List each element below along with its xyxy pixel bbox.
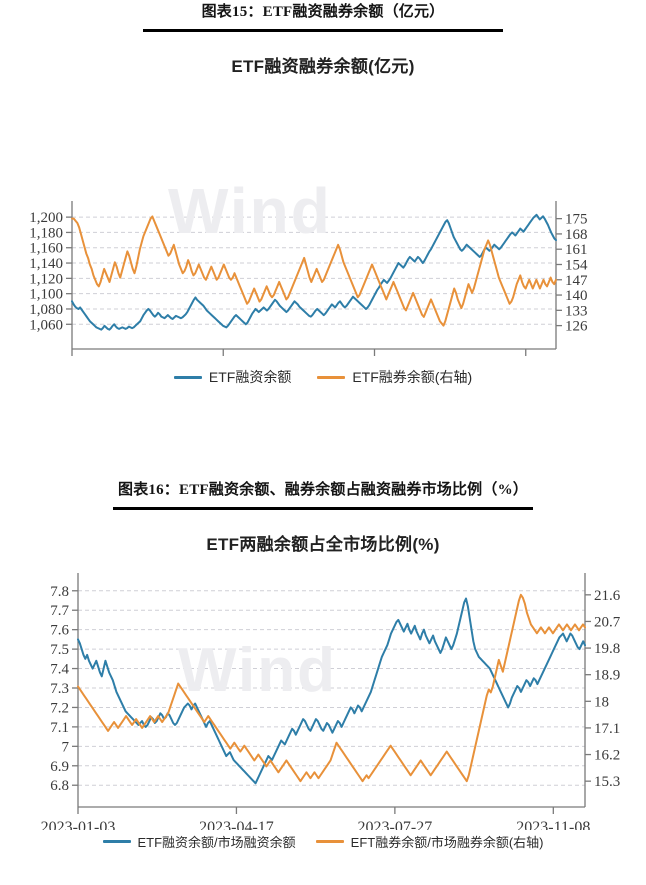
svg-text:1,120: 1,120 bbox=[29, 271, 63, 287]
legend-item-etf-short-balance[interactable]: ETF融券余额(右轴) bbox=[317, 367, 472, 387]
chart-15-title: ETF融资融券余额(亿元) bbox=[231, 57, 415, 76]
figure-15-rule bbox=[143, 29, 503, 32]
svg-text:18.9: 18.9 bbox=[594, 668, 620, 684]
figure-15-block: 图表15：ETF融资融券余额（亿元） ETF融资融券余额(亿元) Wind 1,… bbox=[0, 0, 646, 387]
svg-text:7.6: 7.6 bbox=[50, 623, 69, 639]
chart-16-legend: ETF融资余额/市场融资余额 EFT融券余额/市场融券余额(右轴) bbox=[0, 832, 646, 851]
svg-text:7.1: 7.1 bbox=[50, 720, 69, 736]
svg-text:1,080: 1,080 bbox=[29, 302, 63, 318]
svg-text:2023-11-08: 2023-11-08 bbox=[516, 819, 590, 830]
legend-item-etf-margin-ratio[interactable]: ETF融资余额/市场融资余额 bbox=[102, 832, 296, 851]
legend-swatch-blue-2 bbox=[102, 840, 131, 843]
svg-text:147: 147 bbox=[565, 273, 588, 289]
chart-15-legend: ETF融资余额 ETF融券余额(右轴) bbox=[0, 367, 646, 387]
legend-label-blue: ETF融资余额 bbox=[208, 369, 292, 385]
svg-text:6.9: 6.9 bbox=[50, 759, 69, 775]
svg-text:1,160: 1,160 bbox=[29, 241, 63, 257]
svg-text:1,060: 1,060 bbox=[29, 317, 63, 333]
svg-text:6.8: 6.8 bbox=[50, 778, 69, 794]
legend-swatch-orange bbox=[317, 375, 346, 379]
chart-16-title: ETF两融余额占全市场比例(%) bbox=[206, 535, 440, 554]
svg-text:7.5: 7.5 bbox=[50, 642, 69, 658]
svg-text:21.6: 21.6 bbox=[594, 588, 621, 604]
svg-text:7.3: 7.3 bbox=[50, 681, 69, 697]
legend-item-etf-margin-balance[interactable]: ETF融资余额 bbox=[173, 367, 292, 387]
svg-text:19.8: 19.8 bbox=[594, 641, 620, 657]
figure-16-caption: 图表16：ETF融资余额、融券余额占融资融券市场比例（%） bbox=[118, 482, 528, 498]
chart-16-wrap: Wind 6.8 6.9 7 7.1 7.2 7.3 7.4 7.5 7.6 7.7 7.8 15.3… bbox=[0, 565, 646, 830]
svg-text:20.7: 20.7 bbox=[594, 614, 621, 630]
legend-label-orange-2: EFT融券余额/市场融券余额(右轴) bbox=[350, 835, 544, 850]
svg-text:16.2: 16.2 bbox=[594, 748, 620, 764]
svg-text:17.1: 17.1 bbox=[594, 721, 620, 737]
svg-text:7.7: 7.7 bbox=[50, 603, 69, 619]
legend-swatch-blue bbox=[173, 375, 202, 379]
svg-text:161: 161 bbox=[565, 242, 588, 258]
legend-item-etf-short-ratio[interactable]: EFT融券余额/市场融券余额(右轴) bbox=[315, 832, 544, 851]
svg-text:1,140: 1,140 bbox=[29, 256, 63, 272]
figure-16-rule bbox=[113, 507, 533, 510]
legend-label-blue-2: ETF融资余额/市场融资余额 bbox=[137, 835, 296, 850]
figure-15-caption: 图表15：ETF融资融券余额（亿元） bbox=[201, 4, 445, 20]
svg-text:175: 175 bbox=[565, 212, 588, 228]
chart-16-svg: 6.8 6.9 7 7.1 7.2 7.3 7.4 7.5 7.6 7.7 7.8 15.3 16.2 1… bbox=[41, 573, 621, 830]
svg-text:126: 126 bbox=[565, 319, 588, 335]
svg-text:154: 154 bbox=[565, 257, 588, 273]
svg-text:15.3: 15.3 bbox=[594, 774, 620, 790]
legend-swatch-orange-2 bbox=[315, 840, 344, 843]
svg-text:1,180: 1,180 bbox=[29, 225, 63, 241]
svg-text:140: 140 bbox=[565, 288, 588, 304]
chart-15-wrap: Wind 1,060 1,080 1,100 1,120 1,140 1,160 1,180… bbox=[0, 89, 646, 361]
svg-text:1,100: 1,100 bbox=[29, 287, 63, 303]
svg-text:1,200: 1,200 bbox=[29, 210, 63, 226]
svg-text:168: 168 bbox=[565, 227, 588, 243]
figure-16-block: 图表16：ETF融资余额、融券余额占融资融券市场比例（%） ETF两融余额占全市… bbox=[0, 478, 646, 851]
svg-text:7.2: 7.2 bbox=[50, 700, 69, 716]
svg-text:2023-04-17: 2023-04-17 bbox=[199, 819, 274, 830]
svg-text:133: 133 bbox=[565, 303, 588, 319]
svg-text:2023-01-03: 2023-01-03 bbox=[41, 819, 116, 830]
legend-label-orange: ETF融券余额(右轴) bbox=[352, 369, 473, 385]
svg-text:7.4: 7.4 bbox=[50, 662, 69, 678]
svg-text:18: 18 bbox=[594, 694, 609, 710]
svg-text:2023-07-27: 2023-07-27 bbox=[358, 819, 433, 830]
chart-15-svg: 1,0601,0801,1001,1201,1401,1601,1801,200… bbox=[29, 201, 588, 356]
svg-text:7.8: 7.8 bbox=[50, 584, 69, 600]
svg-text:7: 7 bbox=[62, 739, 70, 755]
